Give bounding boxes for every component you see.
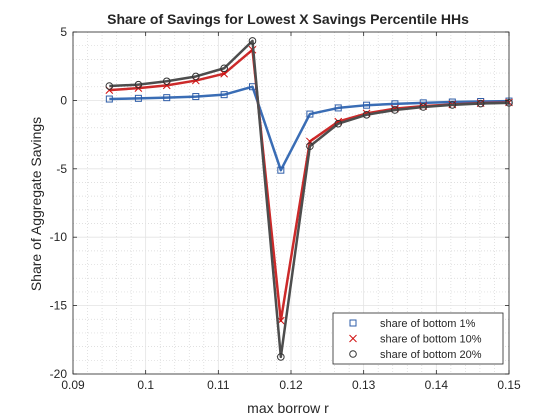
y-tick-label: 0 [60, 93, 67, 107]
data-point [105, 95, 113, 103]
data-point [162, 81, 171, 90]
legend-box [332, 312, 504, 365]
y-tick-label: -15 [50, 299, 68, 313]
series-line-1 [109, 85, 510, 172]
data-point [362, 110, 371, 119]
x-axis-label: max borrow r [247, 400, 329, 416]
data-point [134, 94, 142, 102]
legend-item: share of bottom 20% [349, 349, 482, 361]
data-point [306, 142, 314, 151]
legend-marker [349, 350, 357, 358]
data-point [105, 82, 114, 90]
x-tick-label: 0.1 [137, 378, 154, 392]
legend-marker [349, 334, 357, 343]
legend: share of bottom 1% share of bottom 10% sha… [332, 312, 504, 365]
data-point [248, 37, 257, 45]
data-point [334, 104, 342, 112]
data-point [192, 93, 200, 101]
y-tick-label: 5 [60, 25, 67, 39]
data-point [163, 94, 171, 102]
legend-marker [349, 319, 357, 327]
data-point [134, 80, 143, 89]
data-point [277, 353, 285, 361]
series-line-3 [109, 39, 510, 359]
x-tick-label: 0.09 [61, 378, 85, 392]
data-point [220, 91, 228, 99]
data-point [363, 101, 371, 109]
y-tick-label: -5 [56, 162, 67, 176]
x-tick-label: 0.12 [279, 378, 303, 392]
chart-title: Share of Savings for Lowest X Savings Pe… [107, 11, 469, 27]
legend-label: share of bottom 20% [380, 349, 482, 361]
legend-label: share of bottom 1% [380, 318, 476, 330]
data-point [306, 110, 314, 118]
y-tick-label: -20 [50, 367, 68, 381]
data-point [220, 69, 229, 78]
data-point [192, 72, 200, 81]
x-tick-label: 0.14 [425, 378, 449, 392]
x-tick-label: 0.15 [497, 378, 521, 392]
legend-item: share of bottom 1% [349, 318, 476, 330]
data-point [162, 77, 171, 86]
data-point [334, 119, 343, 128]
data-point [191, 76, 200, 85]
data-point [419, 103, 428, 111]
x-tick-label: 0.11 [207, 378, 230, 392]
y-tick-label: -10 [50, 230, 68, 244]
legend-label: share of bottom 10% [380, 334, 482, 346]
x-tick-label: 0.13 [352, 378, 376, 392]
y-axis-label: Share of Aggregate Savings [28, 117, 44, 291]
data-point [277, 166, 285, 174]
data-point [448, 101, 457, 109]
data-point [476, 99, 485, 108]
data-point [220, 64, 228, 73]
legend-item: share of bottom 10% [349, 334, 482, 346]
data-point [105, 86, 114, 94]
data-point [391, 106, 399, 114]
